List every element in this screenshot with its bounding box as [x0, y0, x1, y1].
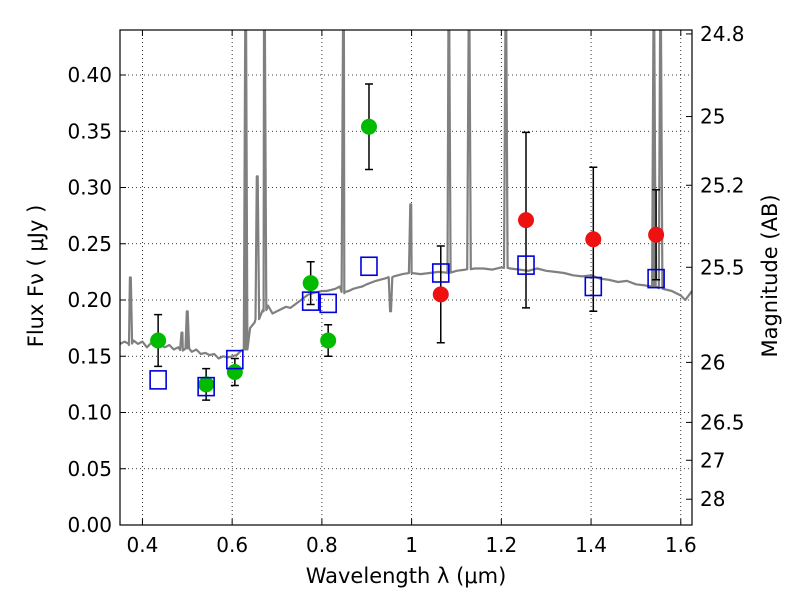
- model-point-square: [360, 256, 378, 277]
- y-tick-label: 0.30: [67, 176, 112, 200]
- mag-tick-label: 26: [700, 350, 725, 374]
- data-point-circle: [648, 226, 665, 243]
- data-point-circle: [360, 118, 377, 135]
- mag-tick-label: 25.2: [700, 173, 745, 197]
- data-point-circle: [320, 332, 337, 349]
- model-point-square: [647, 268, 665, 289]
- data-point-circle: [585, 231, 602, 248]
- data-markers: [149, 118, 665, 397]
- data-point-circle: [198, 376, 215, 393]
- model-point-square: [226, 349, 244, 370]
- x-tick-label: 0.6: [216, 533, 248, 557]
- y-axis-label-left: Flux Fν ( μJy ): [24, 205, 48, 348]
- model-point-square: [149, 370, 167, 390]
- y-axis-label-right: Magnitude (AB): [758, 194, 782, 357]
- model-point-square: [301, 291, 320, 311]
- grid: [120, 30, 692, 525]
- x-tick-label: 1.2: [485, 533, 517, 557]
- mag-tick-label: 26.5: [700, 410, 745, 434]
- spectrum-line: [120, 30, 692, 360]
- x-tick-label: 0.4: [127, 533, 159, 557]
- data-point-circle: [432, 286, 449, 303]
- y-tick-label: 0.15: [67, 344, 112, 368]
- x-tick-label: 1: [405, 533, 418, 557]
- data-point-circle: [518, 212, 535, 229]
- mag-tick-label: 24.8: [700, 22, 745, 46]
- plot-frame: [119, 29, 693, 526]
- mag-tick-label: 28: [700, 487, 725, 511]
- x-tick-label: 1.6: [665, 533, 697, 557]
- model-point-square: [584, 276, 603, 297]
- data-point-circle: [226, 364, 243, 380]
- data-point-circle: [150, 332, 167, 349]
- y-tick-label: 0.00: [67, 513, 112, 537]
- model-spectrum: [120, 30, 692, 360]
- y-tick-label: 0.05: [67, 457, 112, 481]
- y-tick-label: 0.20: [67, 288, 112, 312]
- x-tick-label: 0.8: [306, 533, 338, 557]
- model-point-square: [319, 293, 337, 314]
- mag-tick-label: 27: [700, 448, 725, 472]
- x-axis-label: Wavelength λ (μm): [306, 564, 507, 588]
- model-point-square: [431, 263, 450, 283]
- y-tick-label: 0.10: [67, 401, 112, 425]
- y-tick-label: 0.35: [67, 119, 112, 143]
- axis-ticks: 0.4 0.6 0.8 1 1.2 1.4 1.6 0.00 0.05 0.10 0.15 0.20 0…: [67, 22, 744, 557]
- y-tick-label: 0.40: [67, 63, 112, 87]
- mag-tick-label: 25.5: [700, 255, 745, 279]
- model-point-square: [517, 255, 535, 275]
- model-point-square: [197, 376, 215, 397]
- x-tick-label: 1.4: [575, 533, 607, 557]
- y-tick-label: 0.25: [67, 232, 112, 256]
- data-point-circle: [302, 275, 319, 292]
- mag-tick-label: 25: [700, 105, 725, 129]
